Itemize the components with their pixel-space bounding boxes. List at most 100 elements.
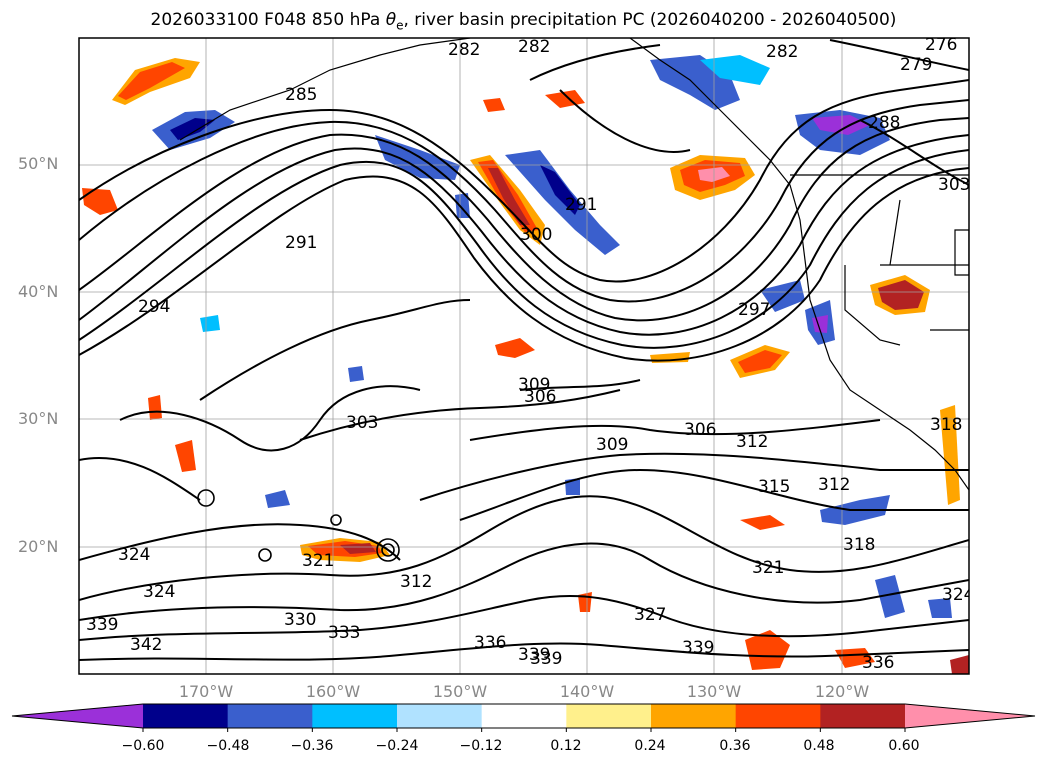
precip-blob (812, 115, 870, 135)
colorbar-tick-label: 0.12 (550, 738, 582, 754)
contour-label: 333 (328, 623, 360, 643)
precip-blob (875, 575, 905, 618)
contour-label: 291 (285, 233, 317, 253)
contour-label: 321 (752, 558, 784, 578)
contour-label: 306 (684, 420, 716, 440)
contour-label: 339 (682, 638, 714, 658)
contour-label: 324 (143, 582, 175, 602)
contour-label: 312 (818, 475, 850, 495)
contour-label: 309 (518, 375, 550, 395)
precip-blob (118, 62, 185, 100)
contour-label: 309 (596, 435, 628, 455)
lon-tick-label: 170°W (178, 682, 234, 701)
lon-tick-label: 140°W (559, 682, 615, 701)
state-borders (844, 265, 901, 346)
colorbar (11, 703, 1036, 732)
colorbar-cell (820, 704, 906, 728)
precip-blob (200, 315, 220, 332)
colorbar-tick-label: 0.48 (803, 738, 835, 754)
lat-tick-label: 20°N (18, 537, 59, 556)
contour-label: 315 (758, 477, 790, 497)
contour-label: 339 (518, 645, 550, 665)
precip-blob (348, 366, 364, 382)
precip-shading (82, 55, 969, 674)
gridlines (79, 38, 969, 674)
colorbar-cell (651, 704, 737, 728)
contour-labels: 282 282 282 276 279 285 288 303 291 291 … (86, 35, 970, 673)
contour-label: 282 (766, 42, 798, 62)
contour-label: 321 (302, 551, 334, 571)
contour-label: 303 (346, 413, 378, 433)
contour-label: 336 (862, 653, 894, 673)
precip-blob (488, 168, 530, 225)
alaska-coast (179, 38, 471, 141)
precip-blob (950, 655, 969, 674)
theta-symbol: θ (385, 10, 397, 30)
north-america-coast (629, 38, 969, 491)
colorbar-cell (227, 704, 313, 728)
contour-label: 303 (938, 175, 970, 195)
precip-blob (148, 395, 162, 420)
colorbar-cell (481, 704, 567, 728)
contour-label: 291 (565, 195, 597, 215)
precip-blob (928, 598, 952, 618)
lon-tick-label: 150°W (432, 682, 488, 701)
precip-blob (940, 405, 960, 505)
contour-label: 318 (930, 415, 962, 435)
precip-blob (700, 55, 770, 85)
precip-blob (740, 515, 785, 530)
colorbar-tick-label: −0.48 (206, 738, 250, 754)
contour-label: 282 (518, 37, 550, 57)
lon-tick-label: 160°W (305, 682, 361, 701)
contour-label: 276 (925, 35, 957, 55)
contour-label: 336 (474, 633, 506, 653)
contour-label: 342 (130, 635, 162, 655)
contour-label: 312 (400, 572, 432, 592)
precip-blob (835, 648, 875, 668)
colorbar-cell (566, 704, 652, 728)
colorbar-ticks (142, 728, 906, 732)
precip-blob (340, 543, 376, 554)
precip-blob (760, 280, 805, 312)
colorbar-tick-label: −0.36 (290, 738, 334, 754)
colorbar-cells (143, 704, 906, 728)
lat-tick-label: 40°N (18, 282, 59, 301)
lon-tick-label: 130°W (686, 682, 742, 701)
precip-blob (175, 440, 196, 472)
precip-blob (265, 490, 290, 508)
colorbar-tick-label: −0.12 (459, 738, 503, 754)
precip-blob (745, 630, 790, 670)
map-title: 2026033100 F048 850 hPa θe, river basin … (150, 10, 897, 33)
colorbar-cell (143, 704, 229, 728)
precip-blob (495, 338, 535, 358)
lat-tick-label: 30°N (18, 409, 59, 428)
hawaii-contours (197, 489, 400, 562)
colorbar-tick-label: 0.24 (634, 738, 666, 754)
colorbar-cell (397, 704, 483, 728)
colorbar-cell (312, 704, 398, 728)
contour-label: 285 (285, 85, 317, 105)
state-borders (889, 199, 901, 266)
contour-label: 297 (738, 300, 770, 320)
precip-blob (540, 165, 580, 215)
map-frame (78, 37, 970, 675)
state-borders (954, 229, 969, 276)
precip-blob (170, 118, 215, 140)
colorbar-tick-label: −0.24 (375, 738, 419, 754)
contour-label: 300 (520, 225, 552, 245)
colorbar-tick-label: 0.60 (888, 738, 920, 754)
contour-label: 279 (900, 55, 932, 75)
precip-blob (878, 280, 924, 310)
theta-e-contours (79, 39, 969, 661)
contour-label: 288 (868, 113, 900, 133)
contour-label: 312 (736, 432, 768, 452)
precip-blob (578, 592, 592, 612)
contour-label: 339 (86, 615, 118, 635)
lon-tick-label: 120°W (814, 682, 870, 701)
contour-label: 339 (530, 649, 562, 669)
contour-label: 330 (284, 610, 316, 630)
contour-label: 282 (448, 40, 480, 60)
contour-label: 327 (634, 605, 666, 625)
colorbar-tick-label: −0.60 (121, 738, 165, 754)
